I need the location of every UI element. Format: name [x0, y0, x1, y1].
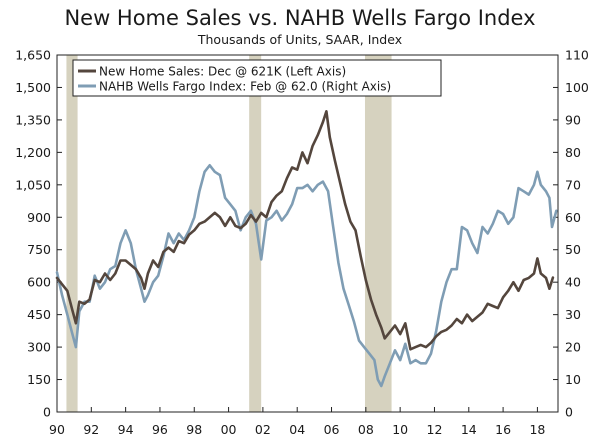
x-tick-label: 92	[83, 422, 99, 437]
legend-label-nahb-index: NAHB Wells Fargo Index: Feb @ 62.0 (Righ…	[99, 80, 391, 94]
x-tick-label: 08	[358, 422, 374, 437]
right-tick-label: 0	[565, 405, 573, 420]
x-tick-label: 90	[49, 422, 65, 437]
x-tick-label: 94	[118, 422, 134, 437]
recession-bands	[66, 55, 392, 412]
x-tick-label: 18	[529, 422, 545, 437]
series-line-nahb-index	[55, 164, 558, 388]
x-tick-label: 10	[392, 422, 408, 437]
left-tick-label: 150	[27, 372, 51, 387]
series-lines	[55, 110, 558, 388]
left-tick-label: 1,050	[15, 177, 51, 192]
x-tick-label: 12	[427, 422, 443, 437]
left-tick-label: 300	[27, 340, 51, 355]
right-tick-label: 80	[565, 145, 581, 160]
x-tick-label: 98	[186, 422, 202, 437]
chart-title: New Home Sales vs. NAHB Wells Fargo Inde…	[64, 6, 536, 30]
recession-band	[249, 55, 262, 412]
x-tick-label: 06	[324, 422, 340, 437]
left-tick-label: 0	[43, 405, 51, 420]
right-tick-label: 30	[565, 307, 581, 322]
right-tick-label: 40	[565, 275, 581, 290]
legend: New Home Sales: Dec @ 621K (Left Axis) N…	[72, 59, 442, 97]
x-tick-label: 96	[152, 422, 168, 437]
left-tick-label: 900	[27, 210, 51, 225]
right-tick-label: 20	[565, 340, 581, 355]
right-tick-label: 100	[565, 80, 589, 95]
left-axis: 0 150 300 450 600 750 900 1,050 1,200 1,350 1,500 1…	[15, 48, 62, 420]
left-tick-label: 1,500	[15, 80, 51, 95]
right-tick-label: 90	[565, 112, 581, 127]
x-tick-label: 02	[255, 422, 271, 437]
left-tick-label: 450	[27, 307, 51, 322]
x-axis: 90 92 94 96 98 00 02 04 06 08 10 12 14 16 18	[49, 407, 545, 437]
right-tick-label: 10	[565, 372, 581, 387]
left-tick-label: 1,650	[15, 48, 51, 63]
x-tick-label: 04	[289, 422, 305, 437]
chart-subtitle: Thousands of Units, SAAR, Index	[197, 32, 403, 47]
right-tick-label: 50	[565, 242, 581, 257]
legend-box	[72, 59, 442, 97]
right-tick-label: 60	[565, 210, 581, 225]
x-tick-label: 00	[221, 422, 237, 437]
left-tick-label: 1,350	[15, 112, 51, 127]
x-tick-label: 16	[495, 422, 511, 437]
recession-band	[66, 55, 78, 412]
recession-band	[364, 55, 392, 412]
series-line-new-home-sales	[55, 110, 555, 351]
plot-frame	[56, 54, 559, 413]
right-tick-label: 70	[565, 177, 581, 192]
legend-label-new-home-sales: New Home Sales: Dec @ 621K (Left Axis)	[99, 65, 346, 79]
left-tick-label: 600	[27, 275, 51, 290]
left-tick-label: 1,200	[15, 145, 51, 160]
left-tick-label: 750	[27, 242, 51, 257]
x-tick-label: 14	[461, 422, 477, 437]
right-axis: 0 10 20 30 40 50 60 70 80 90 100 110	[553, 48, 589, 420]
right-tick-label: 110	[565, 48, 589, 63]
